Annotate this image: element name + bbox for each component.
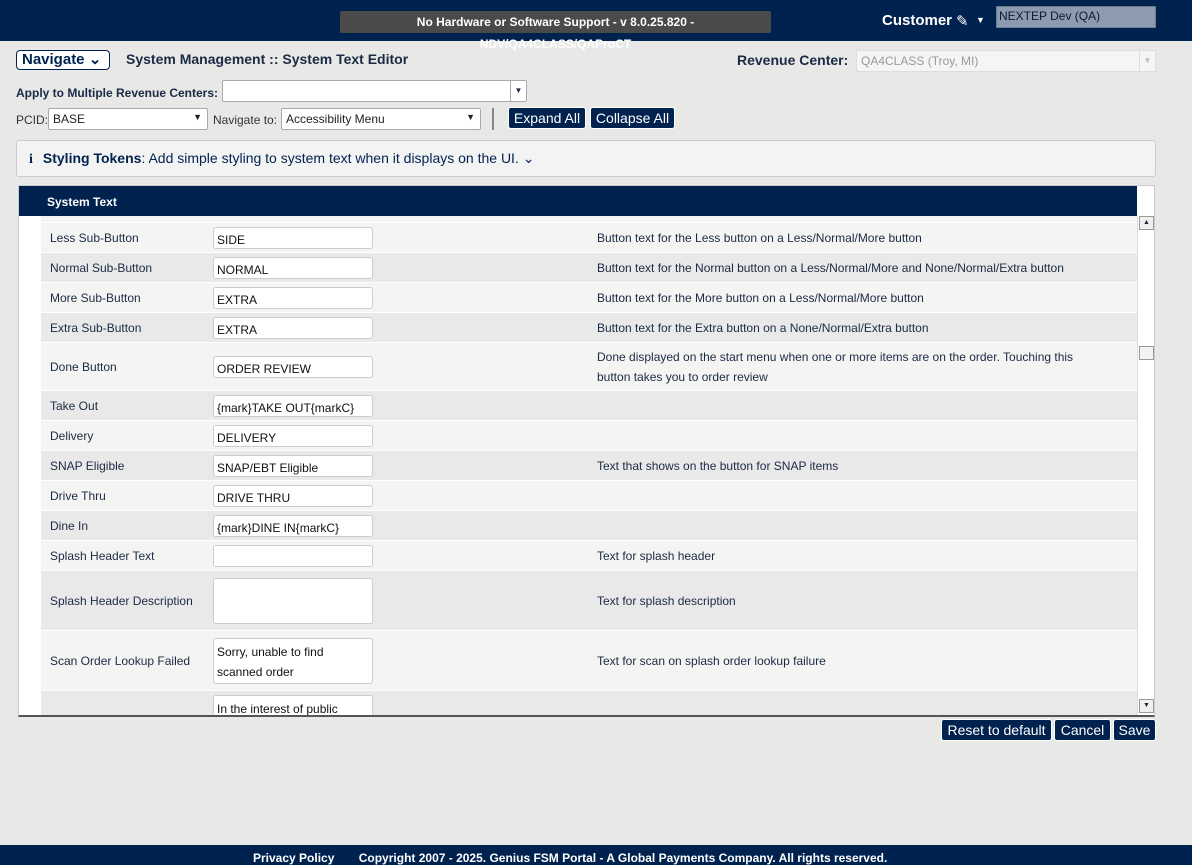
navigate-to-label: Navigate to:: [213, 113, 278, 127]
row-value-input[interactable]: NORMAL: [213, 256, 373, 279]
row-description: Button text for the Normal button on a L…: [597, 260, 1064, 275]
table-row: Drive Thru DRIVE THRU: [41, 481, 1137, 511]
row-key: Less Sub-Button: [50, 230, 139, 245]
table-row: Done Button ORDER REVIEW Done displayed on…: [41, 343, 1137, 391]
row-key: Dine In: [50, 518, 89, 533]
row-value-input[interactable]: {mark}DINE IN{markC}: [213, 514, 373, 537]
row-description: Button text for the Less button on a Les…: [597, 230, 922, 245]
table-body: Less Sub-Button SIDE Button text for the L…: [41, 216, 1137, 715]
system-text-table: System Text Less Sub-Button SIDE Button te…: [18, 185, 1155, 717]
pcid-value: BASE: [53, 112, 86, 126]
row-value-textarea[interactable]: Sorry, unable to find scanned order: [213, 637, 373, 684]
table-row: Normal Sub-Button NORMAL Button text for t…: [41, 253, 1137, 283]
dropdown-arrow-icon: ▼: [466, 112, 475, 122]
table-row: Splash Header Description Text for splash…: [41, 571, 1137, 631]
scroll-down-icon[interactable]: ▼: [1139, 699, 1154, 713]
save-button[interactable]: Save: [1113, 719, 1156, 741]
table-row: Splash Header Text Text for splash header: [41, 541, 1137, 571]
revenue-center-value: QA4CLASS (Troy, MI): [861, 54, 979, 68]
table-row: SNAP Eligible SNAP/EBT Eligible Text that …: [41, 451, 1137, 481]
pcid-select[interactable]: BASE ▼: [48, 108, 208, 130]
row-key: Extra Sub-Button: [50, 320, 142, 335]
navigate-to-value: Accessibility Menu: [286, 112, 385, 126]
row-description: Text for scan on splash order lookup fai…: [597, 653, 826, 668]
row-key: Scan Order Lookup Failed: [50, 653, 191, 668]
row-value-input[interactable]: DRIVE THRU: [213, 484, 373, 507]
row-description: Text for splash header: [597, 548, 716, 563]
row-value-textarea[interactable]: In the interest of public: [213, 695, 373, 715]
edit-icon[interactable]: ✎: [956, 13, 969, 30]
expand-all-button[interactable]: Expand All: [508, 107, 586, 129]
table-header: System Text: [19, 186, 1137, 216]
row-key: Delivery: [50, 428, 94, 443]
table-row-partial: [41, 216, 1137, 223]
row-value-input[interactable]: EXTRA: [213, 286, 373, 309]
apply-multiple-label: Apply to Multiple Revenue Centers:: [16, 86, 219, 100]
row-key: More Sub-Button: [50, 290, 141, 305]
row-description: Button text for the Extra button on a No…: [597, 320, 929, 335]
revenue-center-label: Revenue Center:: [737, 52, 849, 68]
table-row: In the interest of public: [41, 691, 1137, 715]
row-value-input[interactable]: {mark}TAKE OUT{markC}: [213, 394, 373, 417]
row-value-input[interactable]: SIDE: [213, 226, 373, 249]
row-key: Done Button: [50, 359, 117, 374]
collapse-all-button[interactable]: Collapse All: [590, 107, 675, 129]
revenue-center-select[interactable]: QA4CLASS (Troy, MI) ▼: [856, 50, 1156, 72]
row-value-input[interactable]: DELIVERY: [213, 424, 373, 447]
row-key: Normal Sub-Button: [50, 260, 153, 275]
page-title: System Management :: System Text Editor: [126, 51, 409, 67]
dropdown-arrow-icon: ▼: [193, 112, 202, 122]
divider: [492, 108, 494, 130]
caret-down-icon[interactable]: ▼: [976, 15, 985, 25]
row-value-textarea[interactable]: [213, 577, 373, 624]
reset-to-default-button[interactable]: Reset to default: [941, 719, 1052, 741]
table-row: Less Sub-Button SIDE Button text for the L…: [41, 223, 1137, 253]
table-row: Scan Order Lookup Failed Sorry, unable to…: [41, 631, 1137, 691]
scroll-up-icon[interactable]: ▲: [1139, 216, 1154, 230]
row-value-input[interactable]: ORDER REVIEW: [213, 355, 373, 378]
vertical-scrollbar[interactable]: ▲ ▼: [1137, 216, 1154, 715]
row-description: Button text for the More button on a Les…: [597, 290, 924, 305]
styling-tokens-panel[interactable]: i Styling Tokens: Add simple styling to s…: [16, 140, 1156, 177]
row-value-input[interactable]: SNAP/EBT Eligible: [213, 454, 373, 477]
dropdown-arrow-icon: ▼: [510, 81, 526, 101]
table-row: Take Out {mark}TAKE OUT{markC}: [41, 391, 1137, 421]
pcid-label: PCID:: [16, 113, 49, 127]
row-description: Text for splash description: [597, 593, 736, 608]
row-description: Done displayed on the start menu when on…: [597, 349, 1074, 384]
privacy-policy-link[interactable]: Privacy Policy: [253, 851, 335, 865]
scroll-thumb[interactable]: [1139, 346, 1154, 360]
row-key: SNAP Eligible: [50, 458, 125, 473]
table-row: Extra Sub-Button EXTRA Button text for the…: [41, 313, 1137, 343]
navigate-to-select[interactable]: Accessibility Menu ▼: [281, 108, 481, 130]
table-row: Delivery DELIVERY: [41, 421, 1137, 451]
row-key: Splash Header Description: [50, 593, 193, 608]
footer: Privacy Policy Copyright 2007 - 2025. Ge…: [0, 845, 1192, 865]
support-banner: No Hardware or Software Support - v 8.0.…: [340, 11, 771, 51]
row-key: Drive Thru: [50, 488, 106, 503]
environment-select[interactable]: NEXTEP Dev (QA): [996, 6, 1156, 28]
table-row: More Sub-Button EXTRA Button text for the …: [41, 283, 1137, 313]
table-row: Dine In {mark}DINE IN{markC}: [41, 511, 1137, 541]
cancel-button[interactable]: Cancel: [1054, 719, 1111, 741]
row-key: Take Out: [50, 398, 99, 413]
top-bar: No Hardware or Software Support - v 8.0.…: [0, 0, 1192, 51]
navigate-button[interactable]: Navigate ⌄: [16, 50, 110, 70]
row-description: Text that shows on the button for SNAP i…: [597, 458, 839, 473]
chevron-down-icon[interactable]: ⌄: [522, 150, 535, 166]
chevron-down-icon: ⌄: [88, 51, 102, 68]
info-title: Styling Tokens: [42, 150, 142, 166]
dropdown-arrow-icon: ▼: [1139, 51, 1155, 71]
row-value-input[interactable]: [213, 544, 373, 567]
navigate-label: Navigate: [22, 51, 85, 68]
copyright-text: Copyright 2007 - 2025. Genius FSM Portal…: [358, 851, 888, 865]
info-text: : Add simple styling to system text when…: [141, 150, 519, 166]
row-value-input[interactable]: EXTRA: [213, 316, 373, 339]
row-key: Splash Header Text: [50, 548, 155, 563]
info-icon: i: [29, 152, 33, 167]
apply-multiple-select[interactable]: ▼: [222, 80, 527, 102]
customer-menu[interactable]: Customer: [882, 12, 953, 29]
